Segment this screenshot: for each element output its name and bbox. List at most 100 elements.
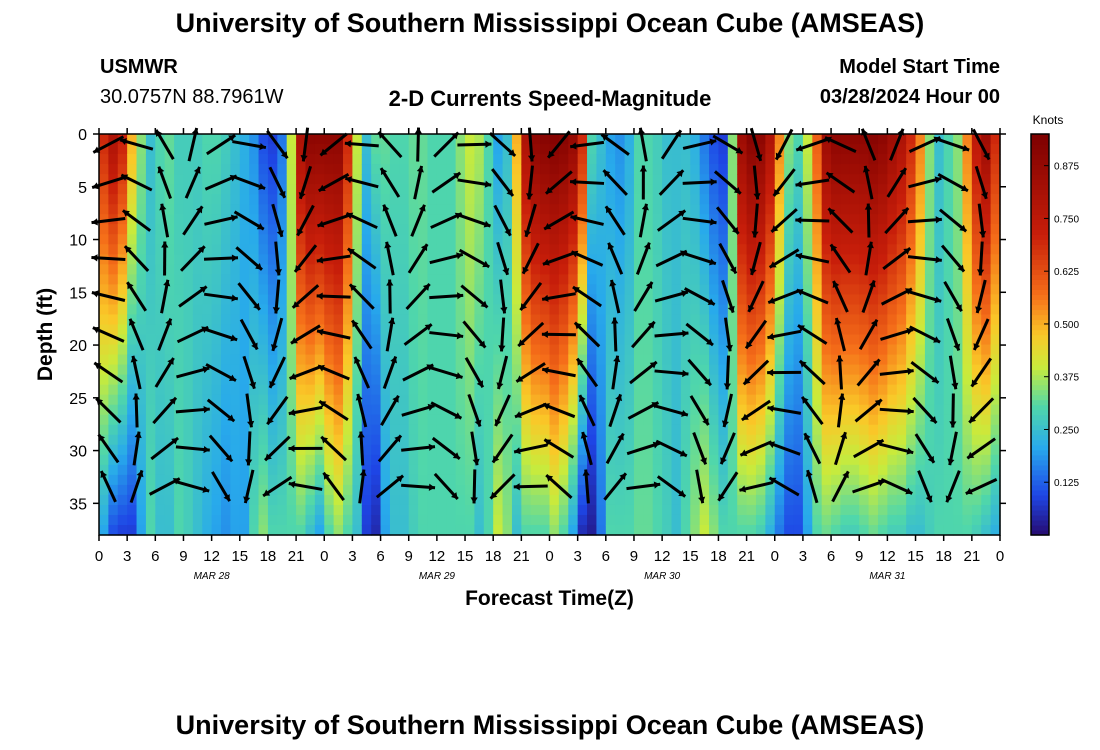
heat-cell bbox=[427, 424, 438, 436]
heat-cell bbox=[755, 384, 766, 396]
heat-cell bbox=[249, 354, 260, 366]
heat-cell bbox=[633, 344, 644, 356]
heat-cell bbox=[896, 474, 907, 486]
colorbar-step bbox=[1031, 144, 1049, 150]
current-arrow-head bbox=[231, 294, 238, 302]
heat-cell bbox=[746, 504, 757, 516]
heat-cell bbox=[727, 504, 738, 516]
current-arrow-head bbox=[579, 395, 586, 403]
heat-cell bbox=[887, 284, 898, 295]
heat-cell bbox=[127, 234, 138, 245]
heat-cell bbox=[192, 174, 203, 185]
heat-cell bbox=[277, 514, 288, 526]
heat-cell bbox=[99, 374, 109, 386]
heat-cell bbox=[709, 414, 720, 426]
heat-cell bbox=[840, 184, 851, 195]
heat-cell bbox=[737, 204, 748, 215]
heat-cell bbox=[774, 214, 785, 225]
heat-cell bbox=[408, 314, 419, 326]
heat-cell bbox=[915, 454, 926, 466]
colorbar-step bbox=[1031, 174, 1049, 180]
heat-cell bbox=[192, 344, 203, 356]
heat-cell bbox=[577, 144, 588, 155]
heat-cell bbox=[389, 364, 400, 376]
heat-cell bbox=[164, 464, 175, 476]
model-start-label: Model Start Time bbox=[839, 56, 1000, 78]
heat-cell bbox=[821, 404, 832, 416]
colorbar-step bbox=[1031, 264, 1049, 270]
current-arrow-head bbox=[470, 497, 478, 504]
heat-cell bbox=[699, 134, 710, 145]
heat-cell bbox=[314, 324, 325, 336]
heat-cell bbox=[174, 274, 185, 285]
heat-cell bbox=[981, 454, 992, 466]
heat-cell bbox=[314, 354, 325, 366]
heat-cell bbox=[990, 484, 1001, 496]
heat-cell bbox=[192, 144, 203, 155]
heat-cell bbox=[859, 404, 870, 416]
heat-cell bbox=[314, 374, 325, 386]
heat-cell bbox=[934, 154, 945, 165]
heat-cell bbox=[521, 304, 532, 316]
heat-cell bbox=[774, 224, 785, 235]
heat-cell bbox=[793, 444, 804, 456]
heat-cell bbox=[277, 394, 288, 406]
heat-cell bbox=[793, 294, 804, 306]
heat-cell bbox=[183, 414, 194, 426]
heat-cell bbox=[324, 164, 335, 175]
heat-cell bbox=[615, 464, 626, 476]
heat-cell bbox=[821, 294, 832, 306]
heat-cell bbox=[465, 514, 476, 526]
heat-cell bbox=[699, 474, 710, 486]
heat-cell bbox=[239, 294, 250, 306]
heat-cell bbox=[577, 364, 588, 376]
heat-cell bbox=[671, 294, 682, 306]
heat-cell bbox=[221, 344, 231, 356]
heat-cell bbox=[333, 294, 344, 306]
heat-cell bbox=[981, 474, 992, 486]
x-tick-label: 15 bbox=[231, 548, 248, 565]
heat-cell bbox=[483, 284, 494, 295]
heat-cell bbox=[962, 204, 973, 215]
heat-cell bbox=[408, 484, 419, 496]
heat-cell bbox=[709, 204, 720, 215]
current-arrow-head bbox=[643, 242, 651, 250]
heat-cell bbox=[446, 204, 457, 215]
heat-cell bbox=[352, 244, 363, 255]
colorbar-step bbox=[1031, 399, 1049, 406]
heat-cell bbox=[737, 504, 748, 516]
heat-cell bbox=[840, 234, 851, 245]
heat-cell bbox=[380, 384, 391, 396]
heat-cell bbox=[784, 504, 795, 516]
heat-cell bbox=[361, 484, 372, 496]
heat-cell bbox=[568, 134, 579, 145]
heat-cell bbox=[239, 374, 250, 386]
colorbar-step bbox=[1031, 409, 1049, 416]
heat-cell bbox=[943, 154, 954, 165]
colorbar-step bbox=[1031, 149, 1049, 155]
heat-cell bbox=[192, 464, 203, 476]
heat-cell bbox=[221, 364, 231, 376]
heat-cell bbox=[662, 154, 673, 165]
heat-cell bbox=[502, 484, 513, 496]
heat-cell bbox=[465, 464, 476, 476]
current-arrow-head bbox=[167, 357, 174, 365]
heat-cell bbox=[164, 434, 175, 446]
heat-cell bbox=[239, 334, 250, 346]
heat-cell bbox=[605, 144, 616, 155]
heat-cell bbox=[568, 254, 579, 265]
heat-cell bbox=[127, 474, 138, 486]
heat-cell bbox=[746, 364, 757, 376]
heat-cell bbox=[465, 244, 476, 255]
heat-cell bbox=[549, 394, 560, 406]
heat-cell bbox=[821, 354, 832, 366]
heat-cell bbox=[577, 464, 588, 476]
x-tick-label: 3 bbox=[348, 548, 356, 565]
heat-cell bbox=[549, 244, 560, 255]
x-tick-label: 15 bbox=[907, 548, 924, 565]
current-arrow-head bbox=[927, 455, 934, 463]
heat-cell bbox=[727, 284, 738, 295]
heat-cell bbox=[155, 424, 166, 436]
heat-cell bbox=[174, 464, 185, 476]
heat-cell bbox=[164, 384, 175, 396]
